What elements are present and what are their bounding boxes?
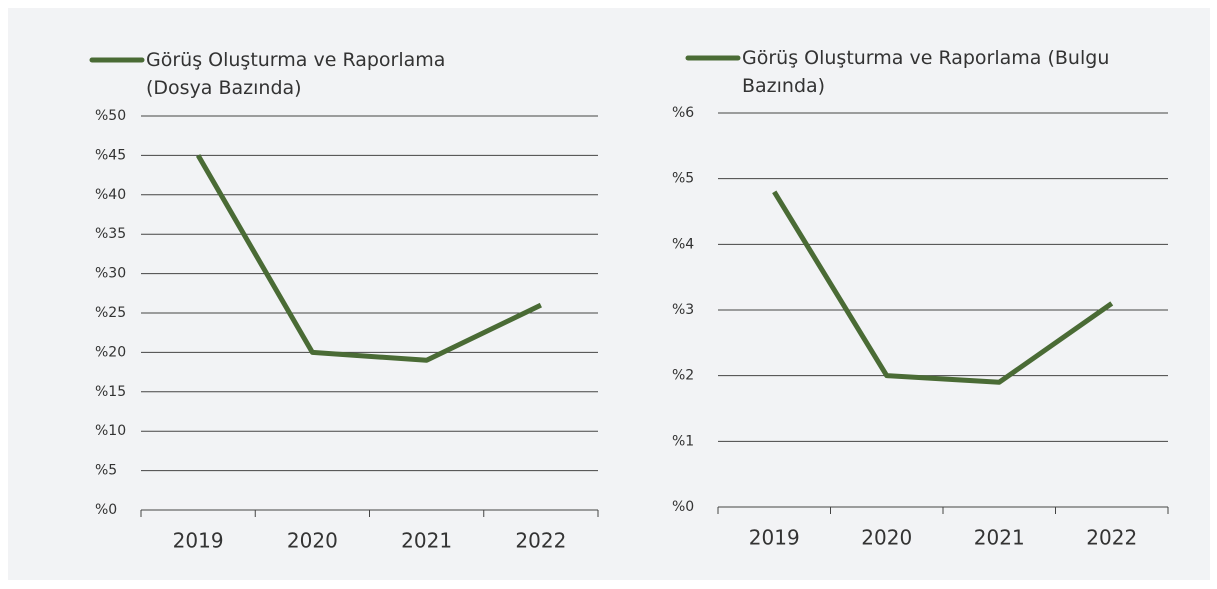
y-tick-label: %0: [672, 499, 694, 515]
y-tick-label: %3: [672, 302, 694, 318]
x-tick-label: 2019: [173, 529, 224, 553]
x-tick-label: 2022: [1086, 526, 1137, 550]
y-tick-label: %2: [672, 368, 694, 384]
legend-label: Görüş Oluşturma ve Raporlama (Bulgu Bazı…: [742, 47, 1110, 97]
y-tick-label: %4: [672, 236, 694, 252]
line: [772, 190, 1114, 385]
y-tick-label: %45: [95, 147, 126, 163]
x-tick-label: 2021: [401, 529, 452, 553]
x-tick-label: 2021: [974, 526, 1025, 550]
y-tick-label: %25: [95, 305, 126, 321]
line: [195, 154, 542, 363]
y-tick-label: %5: [95, 463, 117, 479]
legend-label: Görüş Oluşturma ve Raporlama (Dosya Bazı…: [146, 49, 446, 99]
y-tick-label: %35: [95, 226, 126, 242]
x-tick-label: 2022: [515, 529, 566, 553]
x-tick-label: 2019: [749, 526, 800, 550]
y-tick-label: %1: [672, 433, 694, 449]
y-tick-label: %10: [95, 423, 126, 439]
x-tick-label: 2020: [861, 526, 912, 550]
y-tick-label: %50: [95, 108, 126, 124]
y-tick-label: %40: [95, 187, 126, 203]
y-tick-label: %6: [672, 105, 694, 121]
y-tick-label: %5: [672, 171, 694, 187]
y-tick-label: %0: [95, 502, 117, 518]
panel: [8, 8, 1210, 580]
x-tick-label: 2020: [287, 529, 338, 553]
y-tick-label: %15: [95, 384, 126, 400]
y-tick-label: %20: [95, 344, 126, 360]
y-tick-label: %30: [95, 266, 126, 282]
